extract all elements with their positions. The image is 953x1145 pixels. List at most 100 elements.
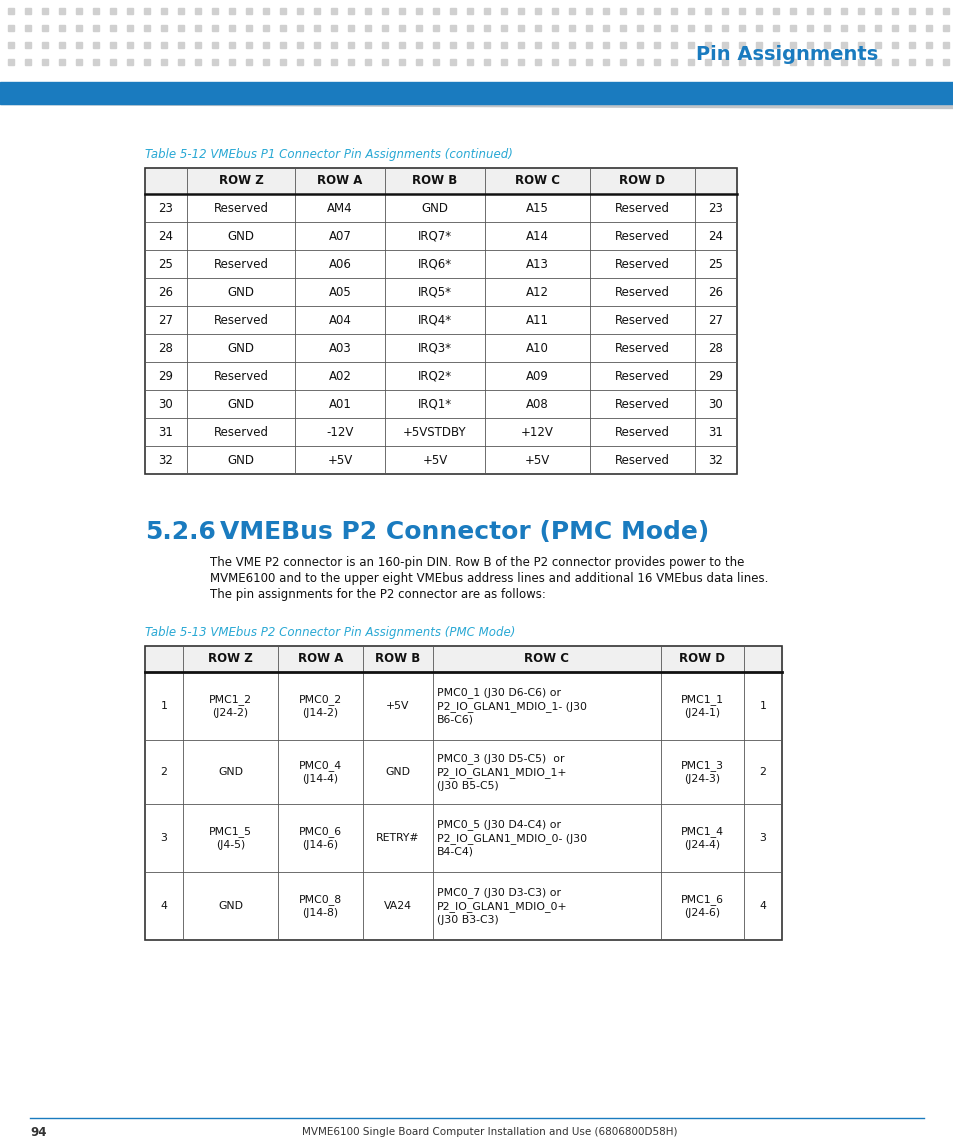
Text: IRQ5*: IRQ5* [417,285,452,299]
Bar [874,60,880,65]
Bar [127,60,132,65]
Bar [535,8,540,14]
Bar [296,60,303,65]
Text: PMC1_6
(J24-6): PMC1_6 (J24-6) [680,894,723,918]
Bar [212,25,218,31]
Bar [42,60,48,65]
Bar [602,60,608,65]
Bar [25,25,30,31]
Text: Reserved: Reserved [213,426,268,439]
Bar [59,42,65,48]
Bar [585,60,592,65]
Bar [178,60,184,65]
Bar [229,25,234,31]
Bar [841,42,846,48]
Bar [841,60,846,65]
Bar [25,60,30,65]
Bar [144,8,150,14]
Bar [144,42,150,48]
Bar [263,60,269,65]
Text: 29: 29 [708,370,722,382]
Bar [483,8,490,14]
Bar [416,8,421,14]
Bar [619,25,625,31]
Bar [42,8,48,14]
Text: A08: A08 [525,397,548,411]
Bar [59,25,65,31]
Text: 26: 26 [158,285,173,299]
Text: MVME6100 and to the upper eight VMEbus address lines and additional 16 VMEbus da: MVME6100 and to the upper eight VMEbus a… [210,572,767,585]
Text: PMC0_1 (J30 D6-C6) or
P2_IO_GLAN1_MDIO_1- (J30
B6-C6): PMC0_1 (J30 D6-C6) or P2_IO_GLAN1_MDIO_1… [436,687,586,725]
Text: GND: GND [227,453,254,466]
Bar [8,25,14,31]
Bar [161,8,167,14]
Bar [161,25,167,31]
Bar [110,8,116,14]
Bar [161,42,167,48]
Bar [92,8,99,14]
Text: GND: GND [218,767,243,777]
Bar [687,8,693,14]
Bar [178,25,184,31]
Bar [942,25,948,31]
Bar [687,25,693,31]
Bar [637,8,642,14]
Text: 30: 30 [708,397,722,411]
Bar [619,60,625,65]
Text: ROW B: ROW B [375,653,420,665]
Text: 31: 31 [708,426,722,439]
Text: 28: 28 [708,341,722,355]
Text: Reserved: Reserved [615,285,669,299]
Bar [739,42,744,48]
Bar [246,25,252,31]
Text: 28: 28 [158,341,173,355]
Bar [92,60,99,65]
Text: 4: 4 [160,901,168,911]
Text: A15: A15 [525,202,548,214]
Bar [704,8,710,14]
Bar [110,60,116,65]
Bar [585,42,592,48]
Bar [194,25,201,31]
Bar [483,25,490,31]
Text: Reserved: Reserved [615,370,669,382]
Bar [212,42,218,48]
Bar [161,60,167,65]
Bar [772,42,779,48]
Bar [874,25,880,31]
Text: Reserved: Reserved [615,314,669,326]
Bar [144,60,150,65]
Bar [637,60,642,65]
Bar [212,60,218,65]
Bar [110,25,116,31]
Bar [0,82,953,104]
Bar [365,60,371,65]
Text: The pin assignments for the P2 connector are as follows:: The pin assignments for the P2 connector… [210,589,545,601]
Text: ROW B: ROW B [412,174,457,188]
Text: A12: A12 [525,285,548,299]
Text: Table 5-13 VMEbus P2 Connector Pin Assignments (PMC Mode): Table 5-13 VMEbus P2 Connector Pin Assig… [145,626,515,639]
Bar [25,42,30,48]
Text: A01: A01 [328,397,351,411]
Bar [178,8,184,14]
Text: PMC0_7 (J30 D3-C3) or
P2_IO_GLAN1_MDIO_0+
(J30 B3-C3): PMC0_7 (J30 D3-C3) or P2_IO_GLAN1_MDIO_0… [436,887,567,925]
Bar [789,60,795,65]
Bar [772,25,779,31]
Bar [246,8,252,14]
Bar [433,8,438,14]
Bar [500,42,506,48]
Text: GND: GND [227,397,254,411]
Bar [194,42,201,48]
Text: A05: A05 [328,285,351,299]
Text: Reserved: Reserved [615,397,669,411]
Bar [517,8,523,14]
Text: ROW D: ROW D [679,653,724,665]
Bar [552,8,558,14]
Bar [789,25,795,31]
Bar [823,42,829,48]
Text: 30: 30 [158,397,173,411]
Text: 26: 26 [708,285,722,299]
Text: ROW C: ROW C [524,653,569,665]
Bar [670,60,677,65]
Text: ROW A: ROW A [317,174,362,188]
